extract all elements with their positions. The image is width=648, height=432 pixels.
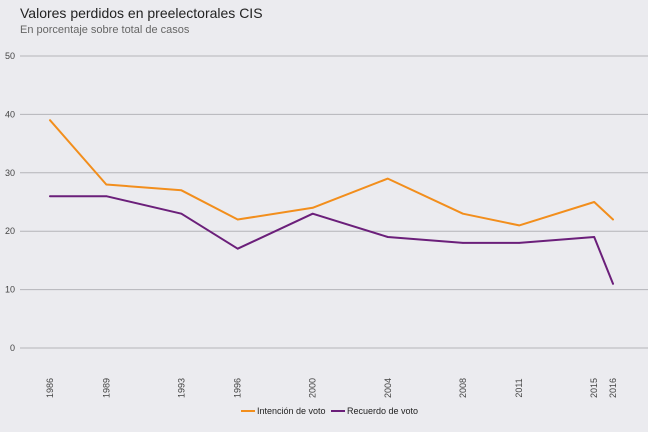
series-lines [49, 119, 614, 285]
gridlines [20, 55, 648, 349]
data-point [49, 119, 51, 122]
y-tick-label: 30 [5, 168, 15, 178]
data-point [593, 236, 596, 238]
data-point [105, 183, 108, 186]
data-point [180, 189, 183, 192]
data-point [49, 195, 51, 197]
chart-subtitle: En porcentaje sobre total de casos [20, 24, 190, 36]
series-line-2 [49, 195, 614, 285]
data-point [387, 177, 389, 180]
data-point [518, 224, 520, 227]
legend-label: Recuerdo de voto [347, 406, 418, 416]
data-point [387, 236, 389, 238]
data-point [180, 212, 183, 215]
data-point [105, 195, 108, 197]
data-point [311, 207, 314, 209]
data-point [236, 218, 239, 221]
y-tick-label: 0 [10, 343, 15, 353]
data-point [612, 282, 614, 285]
x-tick-label: 1996 [233, 378, 243, 398]
x-tick-label: 2000 [308, 378, 318, 398]
legend: Intención de voto Recuerdo de voto [241, 406, 418, 416]
x-tick-label: 1993 [176, 378, 186, 398]
y-tick-label: 40 [5, 109, 15, 119]
series-line-1 [49, 119, 614, 227]
legend-label: Intención de voto [257, 406, 326, 416]
x-tick-label: 1986 [45, 378, 55, 398]
data-point [462, 242, 464, 244]
chart-title: Valores perdidos en preelectorales CIS [20, 5, 263, 21]
x-tick-label: 2016 [608, 378, 618, 398]
x-tick-label: 2004 [383, 378, 393, 398]
x-axis-ticks: 1986 1989 1993 1996 2000 2004 2008 2011 2015 2016 [45, 378, 618, 398]
x-tick-label: 1989 [101, 378, 111, 398]
y-axis-ticks: 0 10 20 30 40 50 [5, 51, 15, 353]
data-point [612, 218, 614, 221]
y-tick-label: 20 [5, 226, 15, 236]
y-tick-label: 10 [5, 285, 15, 295]
data-point [462, 212, 464, 215]
data-point [518, 242, 520, 244]
x-tick-label: 2008 [458, 378, 468, 398]
y-tick-label: 50 [5, 51, 15, 61]
x-tick-label: 2011 [514, 378, 524, 397]
data-point [593, 201, 596, 203]
data-point [311, 212, 314, 215]
x-tick-label: 2015 [589, 378, 599, 398]
data-point [236, 247, 239, 250]
